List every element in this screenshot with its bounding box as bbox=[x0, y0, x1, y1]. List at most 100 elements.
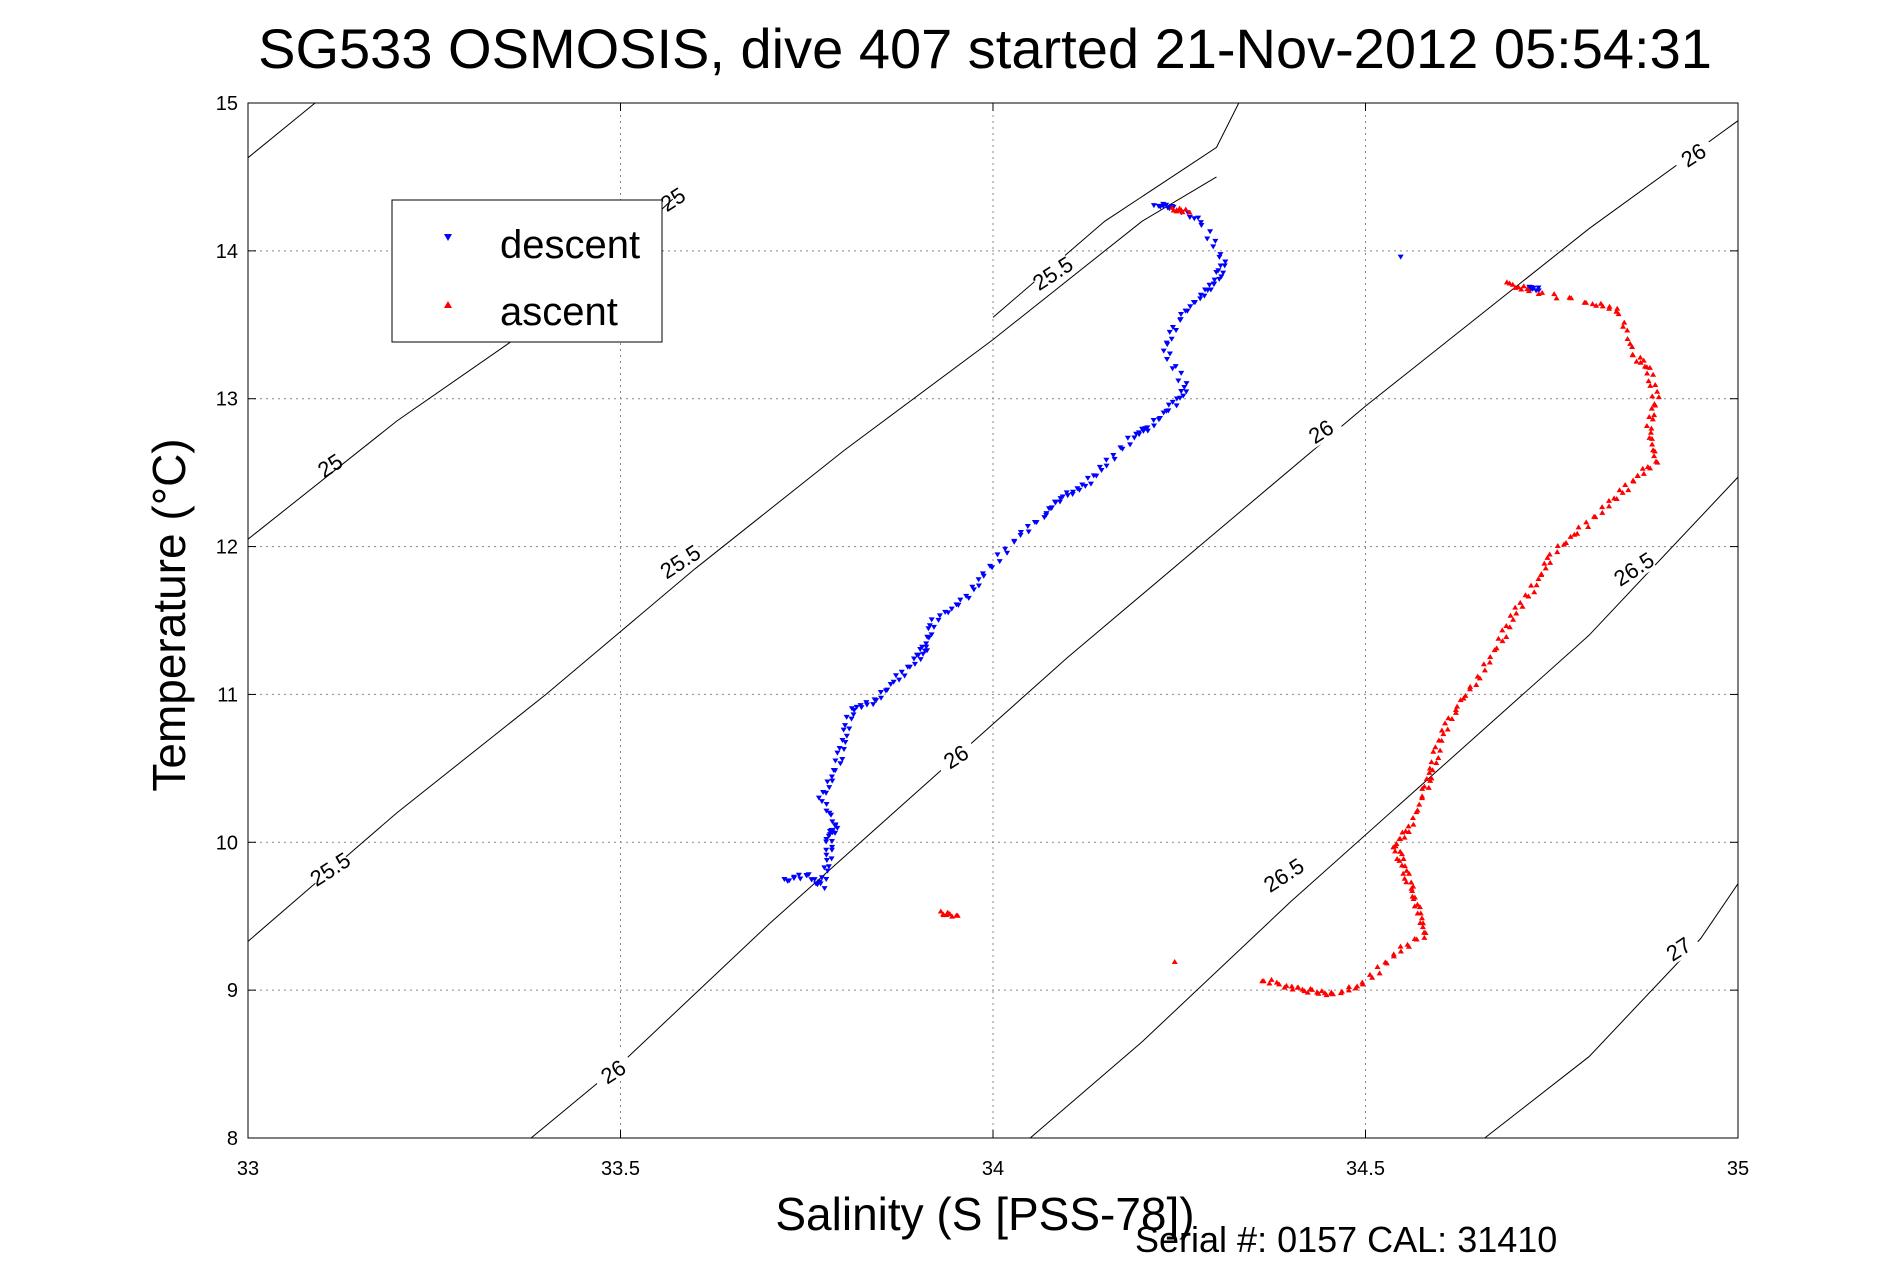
descent-point bbox=[877, 689, 884, 695]
ascent-point bbox=[1634, 473, 1641, 479]
descent-point bbox=[829, 819, 836, 825]
contour-label-bg bbox=[1259, 853, 1307, 895]
ascent-point bbox=[1474, 673, 1481, 679]
descent-point bbox=[829, 827, 836, 833]
ascent-point bbox=[1268, 976, 1275, 982]
x-tick-label: 35 bbox=[1727, 1158, 1749, 1180]
descent-point bbox=[870, 702, 877, 708]
ascent-point bbox=[1417, 910, 1424, 916]
ascent-point bbox=[1396, 836, 1403, 842]
ascent-point bbox=[1644, 370, 1651, 376]
descent-point bbox=[1178, 370, 1185, 376]
descent-point bbox=[795, 872, 802, 878]
ascent-point bbox=[1401, 834, 1408, 840]
ascent-point bbox=[1554, 549, 1561, 555]
ascent-point bbox=[1583, 519, 1590, 525]
descent-point bbox=[850, 712, 857, 718]
ascent-point bbox=[1619, 489, 1626, 495]
ascent-point bbox=[1487, 653, 1494, 659]
ascent-point bbox=[946, 910, 953, 916]
ascent-point bbox=[1503, 633, 1510, 639]
descent-point bbox=[1166, 351, 1173, 357]
descent-point bbox=[924, 634, 931, 640]
ascent-point bbox=[1410, 821, 1417, 827]
descent-point bbox=[840, 746, 847, 752]
descent-point bbox=[1096, 464, 1103, 470]
descent-point bbox=[948, 606, 955, 612]
descent-point bbox=[1217, 263, 1224, 269]
ascent-point bbox=[1423, 776, 1430, 782]
ascent-point bbox=[1647, 382, 1654, 388]
descent-point bbox=[797, 876, 804, 882]
descent-point bbox=[823, 877, 830, 883]
ascent-point bbox=[1309, 986, 1316, 992]
contour-label-bg bbox=[1669, 132, 1717, 175]
ascent-point bbox=[1421, 783, 1428, 789]
y-tick-label: 14 bbox=[216, 241, 238, 263]
ascent-point bbox=[1414, 807, 1421, 813]
descent-point bbox=[1144, 425, 1151, 431]
ascent-point bbox=[1605, 497, 1612, 503]
ascent-point bbox=[1509, 281, 1516, 287]
descent-point bbox=[890, 679, 897, 685]
legend-marker-descent bbox=[444, 234, 452, 241]
ascent-point bbox=[1651, 401, 1658, 407]
descent-point bbox=[923, 644, 930, 650]
y-tick-label: 15 bbox=[216, 93, 238, 115]
ascent-point bbox=[1369, 974, 1376, 980]
ascent-point bbox=[1611, 495, 1618, 501]
descent-point bbox=[1090, 473, 1097, 479]
ascent-point bbox=[1345, 987, 1352, 993]
descent-point bbox=[1173, 327, 1180, 333]
descent-point bbox=[1186, 215, 1193, 221]
ascent-point bbox=[1401, 875, 1408, 881]
y-tick-label: 8 bbox=[227, 1128, 238, 1150]
legend-label-ascent: ascent bbox=[500, 290, 618, 334]
descent-point bbox=[917, 657, 924, 663]
descent-point bbox=[832, 830, 839, 836]
descent-point bbox=[846, 726, 853, 732]
ascent-point bbox=[1403, 879, 1410, 885]
descent-point bbox=[830, 767, 837, 773]
ascent-point bbox=[1606, 303, 1613, 309]
descent-point bbox=[955, 602, 962, 608]
descent-point bbox=[1165, 408, 1172, 414]
ascent-point bbox=[1402, 828, 1409, 834]
ascent-point bbox=[1354, 983, 1361, 989]
descent-point bbox=[878, 695, 885, 701]
y-tick-label: 10 bbox=[216, 832, 238, 854]
ascent-point bbox=[1397, 948, 1404, 954]
descent-point bbox=[829, 844, 836, 850]
descent-point bbox=[1124, 435, 1131, 441]
ascent-point bbox=[1654, 388, 1661, 394]
descent-point bbox=[1220, 270, 1227, 276]
ascent-point bbox=[1539, 289, 1546, 295]
descent-point bbox=[1156, 416, 1163, 422]
descent-point bbox=[1177, 317, 1184, 323]
ascent-point bbox=[1345, 983, 1352, 989]
ascent-point bbox=[1652, 381, 1659, 387]
ascent-point bbox=[1503, 279, 1510, 285]
descent-point bbox=[1173, 396, 1180, 402]
descent-point bbox=[1031, 519, 1038, 525]
ascent-point bbox=[1273, 979, 1280, 985]
data-series bbox=[781, 201, 1662, 998]
descent-point bbox=[1207, 287, 1214, 293]
ascent-point bbox=[1643, 364, 1650, 370]
descent-point bbox=[842, 723, 849, 729]
descent-point bbox=[1197, 220, 1204, 226]
descent-point bbox=[884, 687, 891, 693]
descent-point bbox=[928, 632, 935, 638]
descent-point bbox=[1164, 205, 1171, 211]
descent-point bbox=[1024, 524, 1031, 530]
descent-point bbox=[1218, 274, 1225, 280]
ascent-point bbox=[1640, 357, 1647, 363]
ascent-point bbox=[1329, 991, 1336, 997]
descent-point bbox=[911, 661, 918, 667]
descent-point bbox=[1215, 268, 1222, 274]
descent-point bbox=[1163, 340, 1170, 346]
y-axis-label: Temperature (°C) bbox=[143, 438, 195, 791]
descent-point bbox=[1131, 435, 1138, 441]
ascent-point bbox=[1171, 959, 1178, 965]
descent-point bbox=[896, 677, 903, 683]
